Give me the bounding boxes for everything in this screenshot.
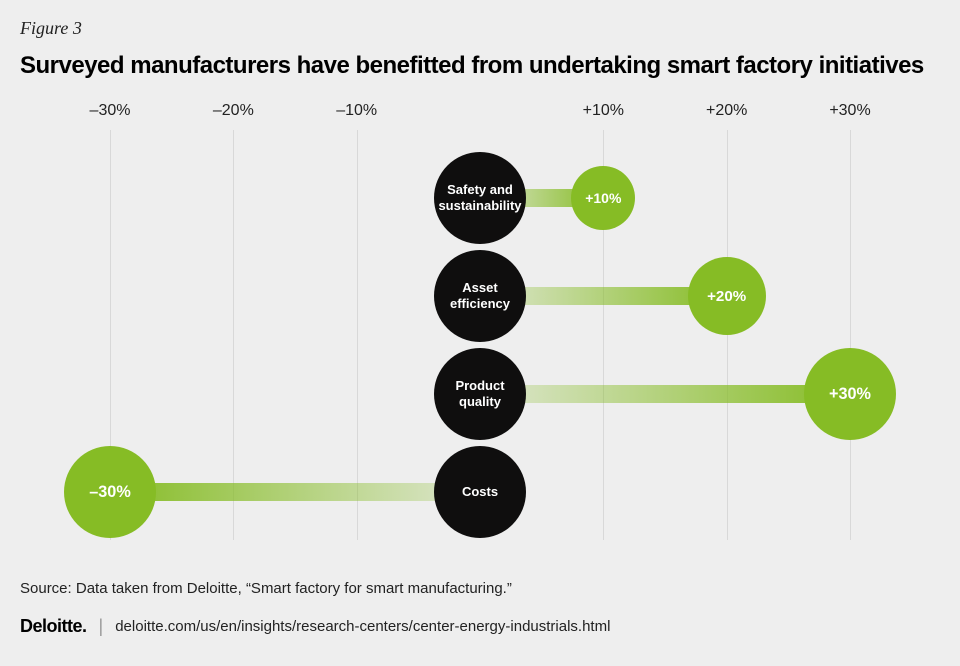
category-circle: Costs bbox=[434, 446, 526, 538]
category-circle: Asset efficiency bbox=[434, 250, 526, 342]
axis-tick-label: +30% bbox=[829, 102, 870, 120]
value-circle: +30% bbox=[804, 348, 896, 440]
chart-row: +20% Asset efficiency bbox=[50, 250, 910, 342]
category-circle: Safety and sustainability bbox=[434, 152, 526, 244]
footer: Deloitte. | deloitte.com/us/en/insights/… bbox=[20, 616, 610, 637]
footer-separator: | bbox=[99, 616, 104, 637]
source-text: Source: Data taken from Deloitte, “Smart… bbox=[20, 580, 512, 597]
figure-number: Figure 3 bbox=[20, 18, 82, 39]
chart-row: –30% Costs bbox=[50, 446, 910, 538]
footer-url: deloitte.com/us/en/insights/research-cen… bbox=[115, 618, 610, 635]
brand-logo: Deloitte. bbox=[20, 616, 87, 637]
connector bbox=[110, 483, 480, 501]
chart-row: +30% Product quality bbox=[50, 348, 910, 440]
axis-tick-label: –20% bbox=[213, 102, 254, 120]
axis-tick-label: –10% bbox=[336, 102, 377, 120]
axis-tick-label: +20% bbox=[706, 102, 747, 120]
chart-row: +10% Safety and sustainability bbox=[50, 152, 910, 244]
axis-tick-label: +10% bbox=[583, 102, 624, 120]
chart-area: –30% –20% –10% +10% +20% +30% +10% Safety and s… bbox=[50, 100, 910, 540]
category-circle: Product quality bbox=[434, 348, 526, 440]
value-circle: +20% bbox=[688, 257, 766, 335]
value-circle: –30% bbox=[64, 446, 156, 538]
connector bbox=[480, 385, 850, 403]
axis-tick-label: –30% bbox=[90, 102, 131, 120]
chart-title: Surveyed manufacturers have benefitted f… bbox=[20, 52, 924, 80]
value-circle: +10% bbox=[571, 166, 635, 230]
